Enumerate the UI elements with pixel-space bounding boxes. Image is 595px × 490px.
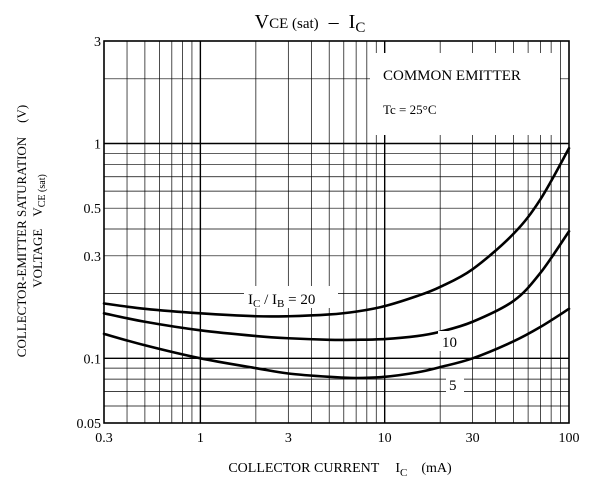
ratio-label-bg bbox=[244, 286, 338, 308]
series-10-label-bg bbox=[438, 331, 464, 351]
x-tick-labels: 0.3 1 3 10 30 100 bbox=[95, 431, 579, 446]
y-tick-label: 0.5 bbox=[84, 202, 102, 217]
series-10-label: 10 bbox=[442, 335, 457, 351]
series-5-label-bg bbox=[446, 374, 464, 394]
annotation-box bbox=[370, 53, 560, 135]
chart-title: VCE (sat) – IC bbox=[255, 11, 366, 36]
series-line-5 bbox=[102, 307, 571, 380]
y-tick-label: 0.05 bbox=[77, 417, 102, 432]
x-tick-label: 10 bbox=[378, 431, 392, 446]
series-line-10 bbox=[102, 230, 571, 342]
y-tick-label: 1 bbox=[94, 137, 101, 152]
minor-grid bbox=[104, 41, 569, 423]
x-tick-label: 30 bbox=[466, 431, 480, 446]
x-tick-label: 3 bbox=[285, 431, 292, 446]
y-tick-label: 3 bbox=[94, 35, 101, 50]
temperature-label: Tc = 25°C bbox=[383, 102, 437, 117]
svg-text:VOLTAGEVCE (sat): VOLTAGEVCE (sat) bbox=[30, 174, 48, 288]
y-axis-label: COLLECTOR-EMITTER SATURATION(V) VOLTAGEV… bbox=[14, 105, 48, 357]
x-axis-label: COLLECTOR CURRENT IC (mA) bbox=[228, 461, 452, 479]
svg-text:COLLECTOR-EMITTER SATURATION(V: COLLECTOR-EMITTER SATURATION(V) bbox=[14, 105, 29, 357]
y-tick-label: 0.3 bbox=[84, 250, 102, 265]
y-tick-label: 0.1 bbox=[84, 352, 102, 367]
series-group bbox=[102, 146, 571, 380]
ratio-label: IC / IB = 20 bbox=[248, 292, 315, 310]
common-emitter-label: COMMON EMITTER bbox=[383, 68, 521, 84]
x-tick-label: 1 bbox=[197, 431, 204, 446]
series-5-label: 5 bbox=[449, 378, 457, 394]
series-line-20 bbox=[102, 146, 571, 318]
y-tick-labels: 0.05 0.1 0.3 0.5 1 3 bbox=[77, 35, 102, 432]
x-tick-label: 0.3 bbox=[95, 431, 113, 446]
x-tick-label: 100 bbox=[559, 431, 580, 446]
